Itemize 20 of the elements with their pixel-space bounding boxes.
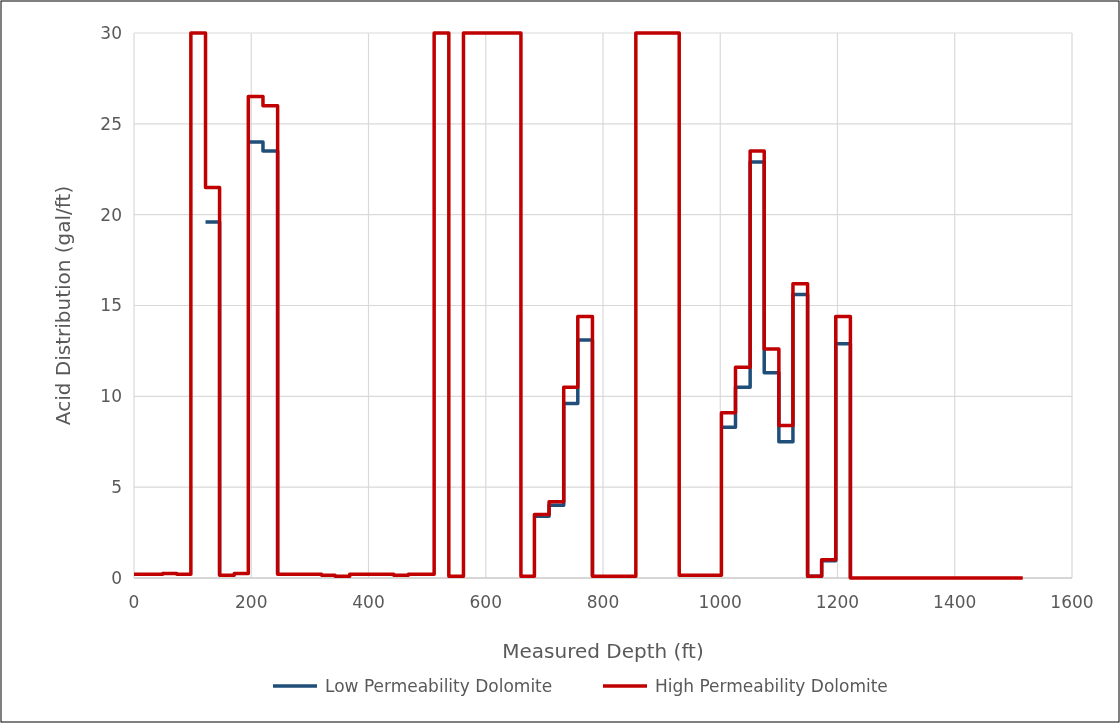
x-tick-label: 1600 [1050, 592, 1094, 612]
x-tick-label: 1000 [698, 592, 742, 612]
y-tick-label: 25 [100, 113, 122, 134]
x-tick-label: 600 [469, 592, 502, 612]
x-tick-label: 1200 [815, 592, 860, 612]
y-tick-label: 15 [100, 295, 122, 316]
x-axis-title: Measured Depth (ft) [502, 639, 704, 663]
y-tick-label: 5 [111, 477, 122, 498]
legend-label: Low Permeability Dolomite [325, 675, 553, 696]
y-tick-label: 30 [100, 22, 122, 43]
y-tick-label: 0 [111, 567, 122, 588]
x-tick-label: 400 [352, 592, 385, 612]
y-tick-label: 10 [100, 386, 122, 407]
y-tick-label: 20 [100, 204, 122, 225]
x-tick-label: 800 [586, 592, 620, 612]
x-tick-label: 1400 [933, 592, 977, 612]
y-axis-title: Acid Distribution (gal/ft) [51, 185, 75, 426]
x-tick-label: 0 [128, 592, 140, 612]
x-tick-label: 200 [235, 592, 268, 612]
legend-label: High Permeability Dolomite [655, 675, 888, 696]
